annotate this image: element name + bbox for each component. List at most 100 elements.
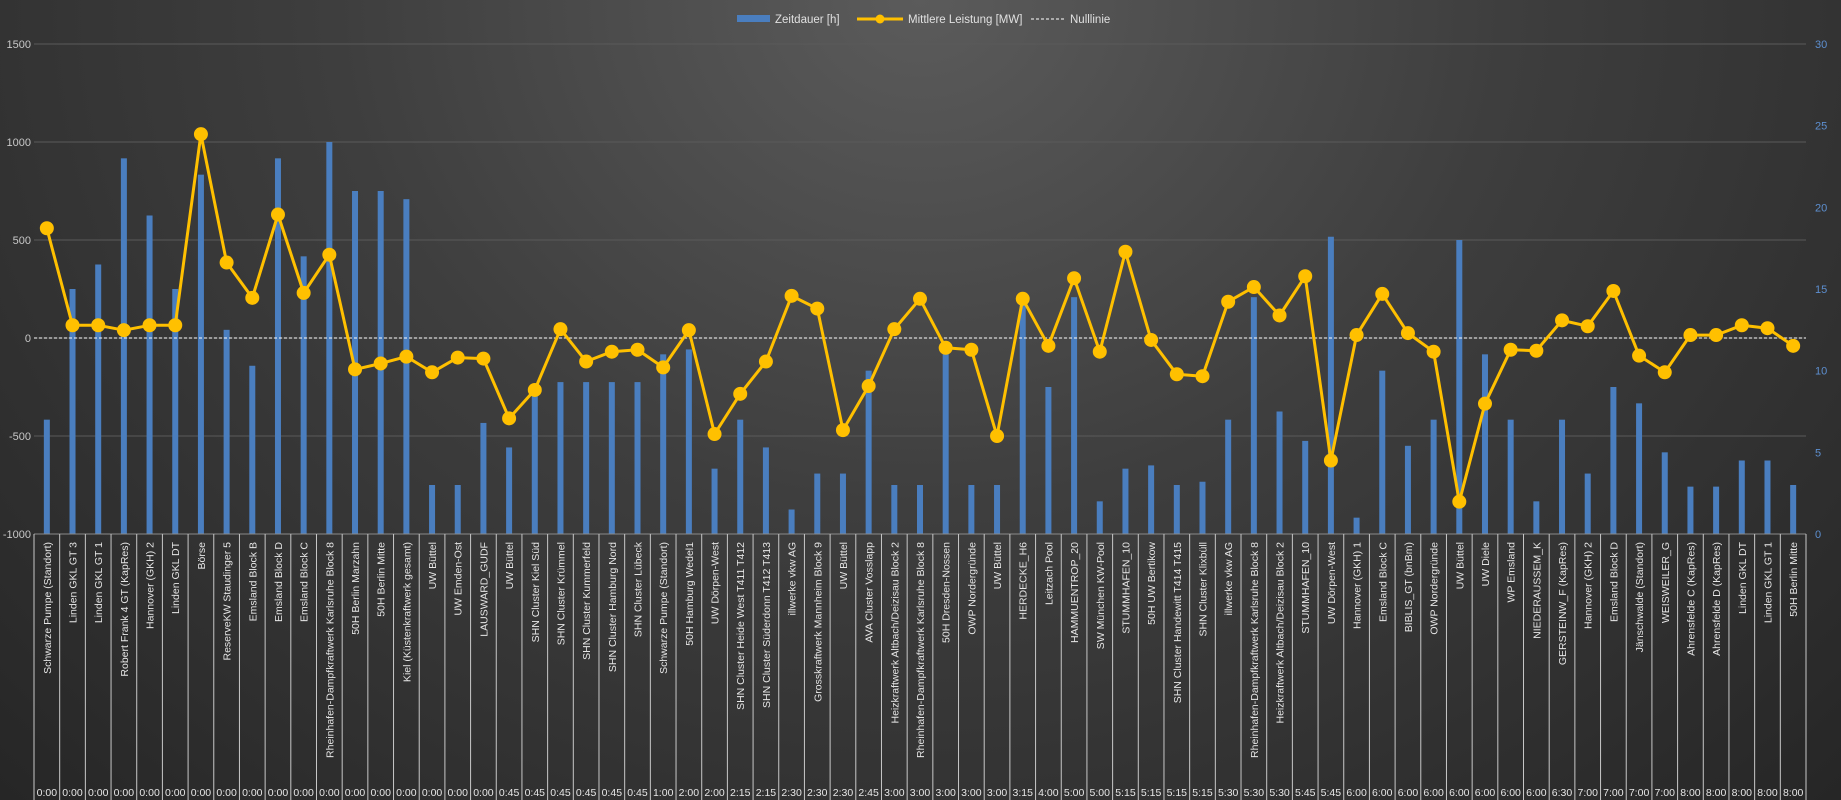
x-time-label: 6:00: [1346, 787, 1367, 799]
x-time-label: 7:00: [1629, 787, 1650, 799]
line-point: [1580, 319, 1595, 334]
x-category-label: Linden GKL GT 1: [1762, 542, 1774, 623]
bar: [146, 215, 153, 534]
x-time-label: 5:15: [1115, 787, 1136, 799]
bar: [1559, 419, 1566, 534]
line-point: [1452, 494, 1467, 509]
line-point: [270, 207, 285, 222]
line-point: [1683, 328, 1698, 343]
x-category-label: Schwarze Pumpe (Standort): [42, 542, 54, 674]
bar: [1250, 297, 1257, 534]
line-point: [1246, 280, 1261, 295]
line-point: [810, 301, 825, 316]
x-time-label: 5:15: [1167, 787, 1188, 799]
x-category-label: Leitzach Pool: [1043, 542, 1055, 605]
x-time-label: 4:00: [1038, 787, 1059, 799]
x-category-label: UW Büttel: [838, 542, 850, 589]
x-time-label: 1:00: [653, 787, 674, 799]
line-point: [527, 382, 542, 397]
x-category-label: Jänschwalde (Standort): [1634, 542, 1646, 652]
line-point: [1477, 396, 1492, 411]
y-right-tick-label: 0: [1815, 529, 1821, 541]
line-point: [553, 322, 568, 337]
x-time-label: 8:00: [1706, 787, 1727, 799]
line-point: [887, 322, 902, 337]
x-time-label: 0:45: [525, 787, 546, 799]
x-time-label: 0:00: [114, 787, 135, 799]
x-category-label: 50H Berlin Mitte: [1788, 542, 1800, 617]
x-category-label: Linden GKL GT 3: [68, 542, 80, 623]
bar: [1071, 297, 1078, 534]
x-category-label: UW Emden-Ost: [453, 542, 465, 616]
line-point: [1323, 453, 1338, 468]
bar: [737, 419, 744, 534]
bar: [608, 382, 615, 534]
x-category-label: illwerke vkw AG: [1223, 542, 1235, 616]
x-category-label: SHN Cluster Hamburg Nord: [607, 542, 619, 672]
bar: [197, 174, 204, 534]
x-time-label: 3:00: [935, 787, 956, 799]
x-time-label: 0:00: [165, 787, 186, 799]
line-point: [733, 386, 748, 401]
x-time-label: 6:00: [1526, 787, 1547, 799]
line-point: [1015, 291, 1030, 306]
x-time-label: 5:30: [1218, 787, 1239, 799]
x-category-label: illwerke vkw AG: [787, 542, 799, 616]
x-time-label: 3:00: [910, 787, 931, 799]
line-point: [656, 360, 671, 375]
bar: [634, 382, 641, 534]
bar: [891, 485, 898, 534]
line-point: [1118, 244, 1133, 259]
x-category-label: Emsland Block D: [1608, 542, 1620, 622]
line-point: [1272, 308, 1287, 323]
bar: [1738, 460, 1745, 534]
x-category-label: Schwarze Pumpe (Standort): [658, 542, 670, 674]
x-category-label: Robert Frank 4 GT (KapRes): [119, 542, 131, 677]
line-point: [1298, 269, 1313, 284]
x-time-label: 7:00: [1577, 787, 1598, 799]
y-right-tick-label: 10: [1815, 366, 1827, 378]
bar: [788, 509, 795, 534]
x-category-label: AVA Cluster Vosslapp: [864, 542, 876, 643]
x-category-label: Hannover (GKH) 2: [145, 542, 157, 629]
line-point: [322, 247, 337, 262]
legend-label-bar: Zeitdauer [h]: [775, 14, 840, 26]
line-point: [65, 318, 80, 333]
x-category-label: UW Dörpen-West: [710, 542, 722, 624]
bar: [1276, 411, 1283, 534]
bar: [1507, 419, 1514, 534]
bar: [1122, 468, 1129, 534]
x-category-label: Linden GKL DT: [1737, 541, 1749, 614]
bar: [1430, 419, 1437, 534]
line-point: [1734, 318, 1749, 333]
line-point: [1221, 294, 1236, 309]
line-point: [1041, 338, 1056, 353]
line-point: [1760, 321, 1775, 336]
x-time-label: 0:00: [88, 787, 109, 799]
line-point: [990, 429, 1005, 443]
x-time-label: 8:00: [1732, 787, 1753, 799]
x-category-label: ReserveKW Staudinger 5: [222, 542, 234, 661]
x-time-label: 0:00: [242, 787, 263, 799]
x-time-label: 2:00: [679, 787, 700, 799]
x-category-label: WP Emsland: [1506, 542, 1518, 603]
bar: [839, 473, 846, 534]
x-time-label: 5:15: [1192, 787, 1213, 799]
bar: [480, 422, 487, 534]
x-time-label: 5:15: [1141, 787, 1162, 799]
x-time-label: 0:00: [191, 787, 212, 799]
x-time-label: 0:00: [216, 787, 237, 799]
line-point: [758, 354, 773, 369]
x-time-label: 2:15: [730, 787, 751, 799]
x-time-label: 3:00: [961, 787, 982, 799]
line-point: [219, 255, 234, 270]
y-left-tick-label: 1000: [7, 137, 31, 149]
y-left-tick-label: 1500: [7, 39, 31, 51]
legend-label-line: Mittlere Leistung [MW]: [908, 14, 1022, 26]
x-time-label: 2:30: [781, 787, 802, 799]
bar: [1636, 403, 1643, 534]
line-point: [116, 323, 131, 338]
bar: [1353, 517, 1360, 534]
bar: [1404, 445, 1411, 534]
